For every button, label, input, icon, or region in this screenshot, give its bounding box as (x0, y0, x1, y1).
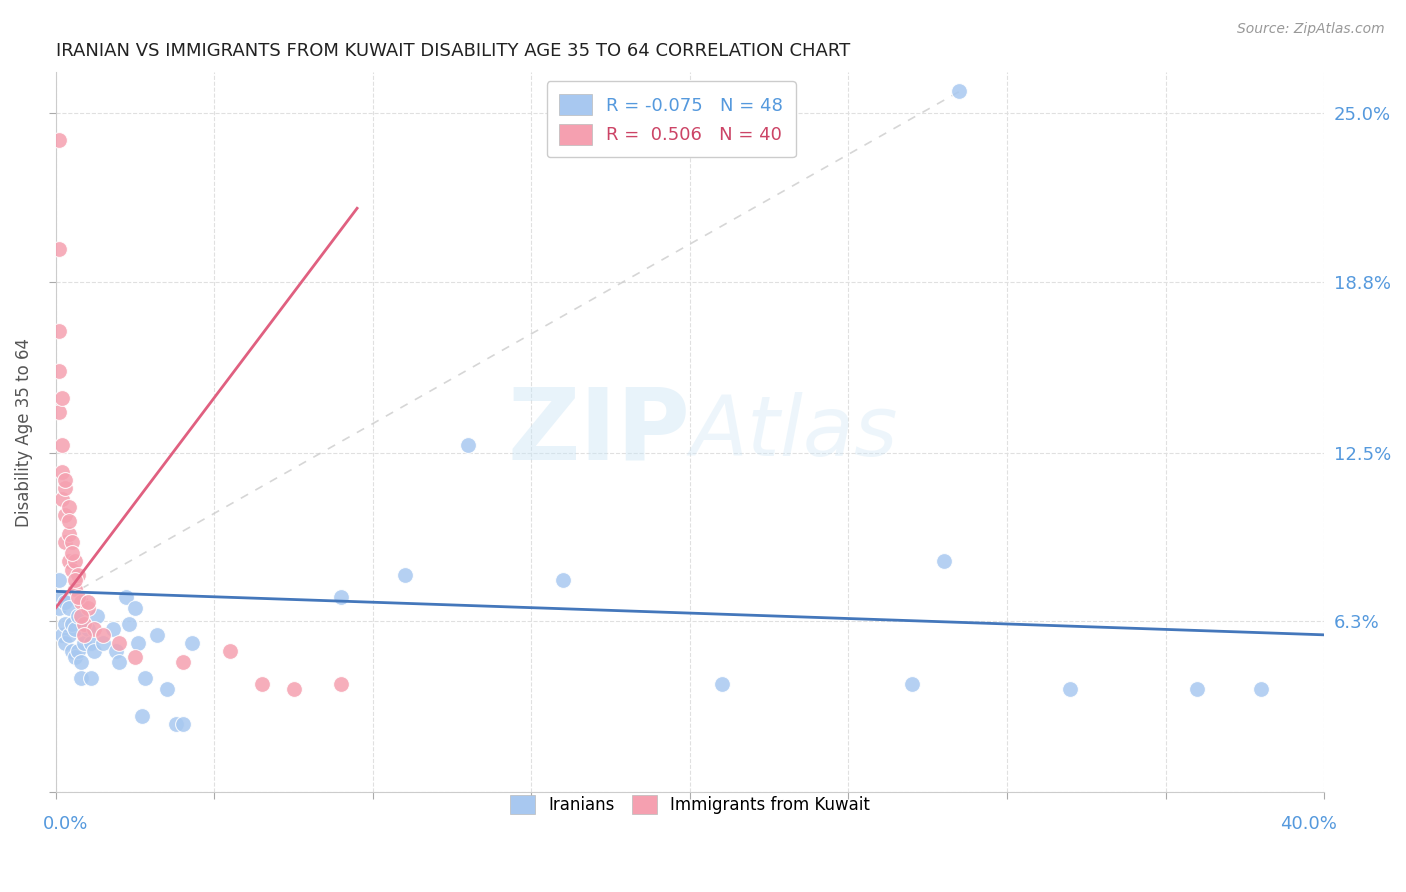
Point (63, 623, 86, 637)
Point (58, 500, 80, 515)
Point (51, 491, 73, 506)
Text: IRANIAN VS IMMIGRANTS FROM KUWAIT DISABILITY AGE 35 TO 64 CORRELATION CHART: IRANIAN VS IMMIGRANTS FROM KUWAIT DISABI… (56, 42, 851, 60)
Point (73, 617, 96, 632)
Point (73, 636, 96, 650)
Point (76, 623, 98, 637)
Point (60, 617, 83, 632)
Legend: Iranians, Immigrants from Kuwait: Iranians, Immigrants from Kuwait (496, 781, 883, 827)
Point (901, 677, 924, 691)
Point (55, 617, 77, 632)
Point (51, 465, 73, 479)
Point (51, 437, 73, 451)
Point (63, 554, 86, 568)
Point (124, 649, 146, 664)
Point (73, 628, 96, 642)
Point (70, 595, 93, 609)
Point (60, 644, 83, 658)
Point (114, 590, 136, 604)
Point (63, 582, 86, 596)
Point (58, 554, 80, 568)
Point (48, 364, 70, 378)
Point (165, 717, 187, 731)
Point (172, 717, 194, 731)
Point (51, 590, 73, 604)
Point (67, 590, 90, 604)
Text: ZIP: ZIP (508, 384, 690, 481)
Point (60, 563, 83, 577)
Point (48, 242, 70, 256)
Text: 0.0%: 0.0% (44, 815, 89, 833)
Point (58, 527, 80, 541)
Point (58, 628, 80, 642)
Point (76, 600, 98, 615)
Point (76, 595, 98, 609)
Point (48, 574, 70, 588)
Text: Source: ZipAtlas.com: Source: ZipAtlas.com (1237, 22, 1385, 37)
Point (51, 628, 73, 642)
Point (80, 671, 103, 685)
Point (93, 636, 115, 650)
Point (60, 546, 83, 560)
Point (283, 682, 305, 697)
Point (172, 655, 194, 669)
Point (134, 671, 156, 685)
Point (156, 682, 179, 697)
Point (55, 595, 77, 609)
Point (63, 574, 86, 588)
Point (118, 617, 141, 632)
Point (48, 600, 70, 615)
Point (60, 535, 83, 549)
Point (710, 677, 733, 691)
Point (457, 437, 479, 451)
Point (105, 644, 128, 658)
Point (55, 508, 77, 523)
Point (70, 655, 93, 669)
Point (124, 600, 146, 615)
Point (101, 623, 124, 637)
Point (1187, 682, 1209, 697)
Point (70, 671, 93, 685)
Point (48, 324, 70, 338)
Point (55, 636, 77, 650)
Text: 40.0%: 40.0% (1279, 815, 1337, 833)
Point (51, 392, 73, 406)
Point (70, 608, 93, 623)
Y-axis label: Disability Age 35 to 64: Disability Age 35 to 64 (15, 338, 32, 527)
Point (80, 636, 103, 650)
Point (67, 568, 90, 582)
Point (48, 133, 70, 147)
Point (108, 655, 131, 669)
Point (55, 473, 77, 487)
Point (330, 590, 353, 604)
Point (181, 636, 204, 650)
Point (93, 628, 115, 642)
Point (219, 644, 242, 658)
Point (58, 600, 80, 615)
Point (48, 405, 70, 419)
Point (108, 636, 131, 650)
Point (127, 636, 149, 650)
Point (1250, 682, 1272, 697)
Point (86, 608, 108, 623)
Point (58, 514, 80, 528)
Point (55, 535, 77, 549)
Text: Atlas: Atlas (690, 392, 897, 473)
Point (131, 709, 153, 723)
Point (948, 85, 970, 99)
Point (63, 649, 86, 664)
Point (553, 574, 575, 588)
Point (67, 608, 90, 623)
Point (83, 644, 105, 658)
Point (83, 623, 105, 637)
Point (394, 568, 416, 582)
Point (146, 628, 169, 642)
Point (932, 554, 955, 568)
Point (250, 677, 273, 691)
Point (67, 644, 90, 658)
Point (1059, 682, 1081, 697)
Point (55, 481, 77, 495)
Point (330, 677, 353, 691)
